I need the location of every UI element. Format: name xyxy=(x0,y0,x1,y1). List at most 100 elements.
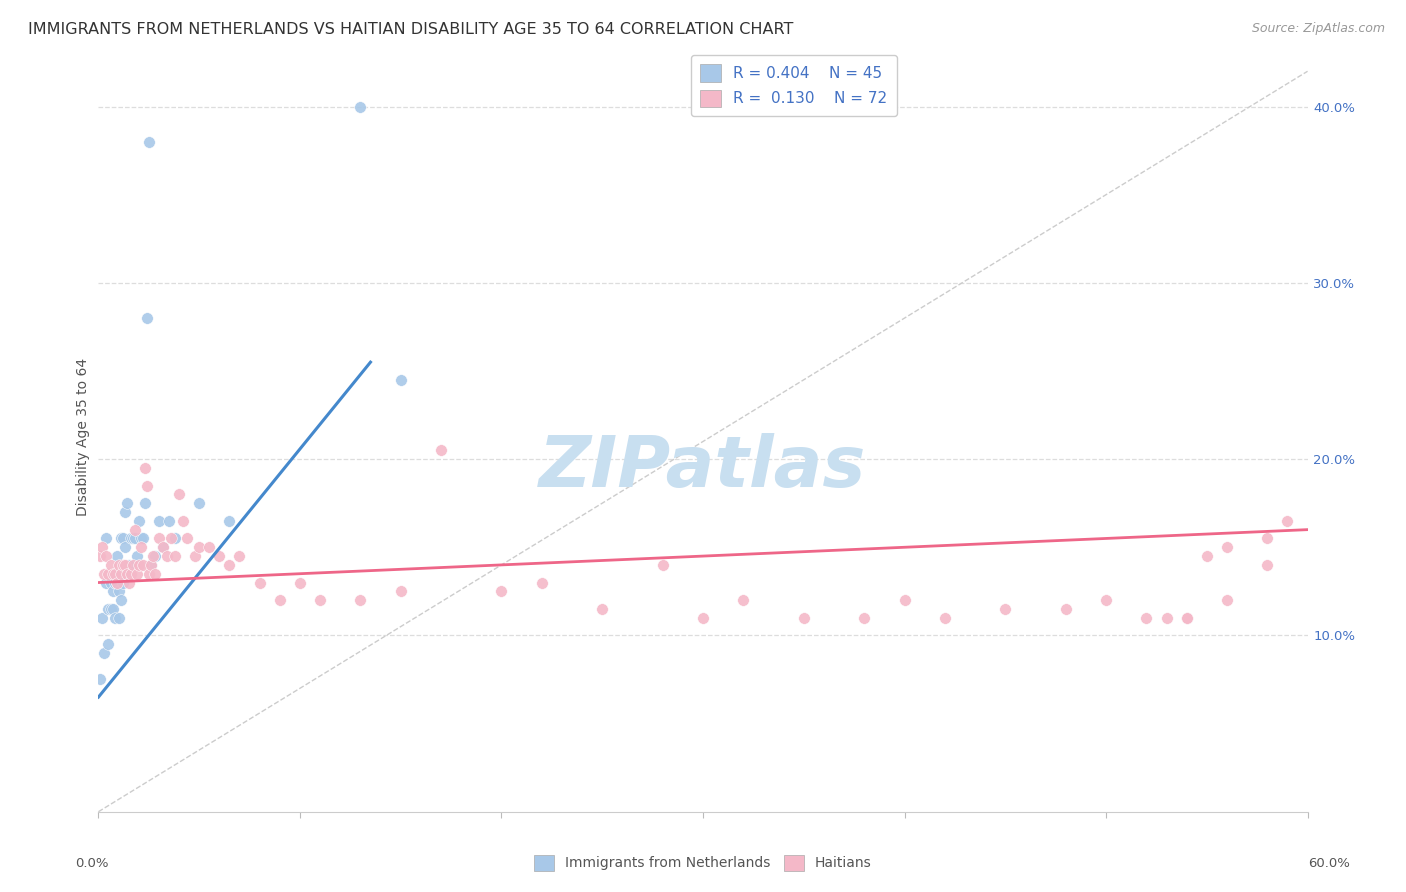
Point xyxy=(218,558,240,572)
Point xyxy=(114,541,136,555)
Point xyxy=(1216,541,1239,555)
Point xyxy=(1195,549,1218,563)
Point xyxy=(105,549,128,563)
Point xyxy=(157,514,180,528)
Point xyxy=(114,505,136,519)
Point xyxy=(101,584,124,599)
Point xyxy=(288,575,311,590)
Point xyxy=(103,566,125,581)
Point xyxy=(138,135,160,149)
Point xyxy=(124,523,146,537)
Point xyxy=(530,575,553,590)
Text: IMMIGRANTS FROM NETHERLANDS VS HAITIAN DISABILITY AGE 35 TO 64 CORRELATION CHART: IMMIGRANTS FROM NETHERLANDS VS HAITIAN D… xyxy=(28,22,793,37)
Point xyxy=(389,373,412,387)
Point xyxy=(139,558,162,572)
Point xyxy=(163,549,186,563)
Point xyxy=(91,541,114,555)
Point xyxy=(692,611,714,625)
Point xyxy=(172,514,194,528)
Point xyxy=(176,532,198,546)
Point xyxy=(249,575,271,590)
Point xyxy=(93,646,115,660)
Point xyxy=(115,496,138,510)
Point xyxy=(1135,611,1157,625)
Point xyxy=(148,514,170,528)
Point xyxy=(389,584,412,599)
Point xyxy=(142,549,165,563)
Point xyxy=(110,593,132,607)
Point xyxy=(100,575,122,590)
Point xyxy=(111,575,134,590)
Point xyxy=(1054,602,1077,616)
Point xyxy=(111,558,134,572)
Point xyxy=(143,566,166,581)
Point xyxy=(132,532,155,546)
Point xyxy=(152,541,174,555)
Point xyxy=(100,602,122,616)
Point xyxy=(121,558,143,572)
Point xyxy=(128,514,150,528)
Point xyxy=(100,558,122,572)
Point xyxy=(107,611,129,625)
Point xyxy=(349,99,371,113)
Point xyxy=(1277,514,1299,528)
Point xyxy=(124,532,146,546)
Point xyxy=(103,611,125,625)
Point xyxy=(129,532,152,546)
Point xyxy=(120,566,142,581)
Point xyxy=(101,602,124,616)
Point xyxy=(121,532,143,546)
Point xyxy=(733,593,755,607)
Point xyxy=(96,549,118,563)
Point xyxy=(188,541,211,555)
Point xyxy=(208,549,231,563)
Point xyxy=(1256,532,1278,546)
Point xyxy=(491,584,513,599)
Point xyxy=(853,611,876,625)
Point xyxy=(111,532,134,546)
Point xyxy=(118,575,141,590)
Point xyxy=(167,487,190,501)
Point xyxy=(309,593,332,607)
Legend: R = 0.404    N = 45, R =  0.130    N = 72: R = 0.404 N = 45, R = 0.130 N = 72 xyxy=(690,55,897,116)
Point xyxy=(107,584,129,599)
Point xyxy=(115,566,138,581)
Point xyxy=(97,637,120,651)
Point xyxy=(1256,558,1278,572)
Point xyxy=(89,673,111,687)
Point xyxy=(269,593,291,607)
Point xyxy=(148,532,170,546)
Point xyxy=(198,541,221,555)
Point xyxy=(893,593,915,607)
Point xyxy=(651,558,673,572)
Text: 0.0%: 0.0% xyxy=(75,857,108,870)
Point xyxy=(188,496,211,510)
Point xyxy=(118,558,141,572)
Text: Source: ZipAtlas.com: Source: ZipAtlas.com xyxy=(1251,22,1385,36)
Point xyxy=(96,575,118,590)
Legend: Immigrants from Netherlands, Haitians: Immigrants from Netherlands, Haitians xyxy=(529,849,877,876)
Point xyxy=(103,575,125,590)
Y-axis label: Disability Age 35 to 64: Disability Age 35 to 64 xyxy=(76,358,90,516)
Point xyxy=(1175,611,1198,625)
Point xyxy=(97,602,120,616)
Point xyxy=(138,566,160,581)
Point xyxy=(120,532,142,546)
Point xyxy=(163,532,186,546)
Point xyxy=(591,602,613,616)
Point xyxy=(129,541,152,555)
Point xyxy=(1095,593,1118,607)
Text: ZIPatlas: ZIPatlas xyxy=(540,433,866,501)
Point xyxy=(110,566,132,581)
Point xyxy=(134,496,156,510)
Point xyxy=(143,549,166,563)
Point xyxy=(184,549,207,563)
Point xyxy=(110,532,132,546)
Point xyxy=(135,311,157,326)
Point xyxy=(349,593,371,607)
Point xyxy=(1216,593,1239,607)
Point xyxy=(128,558,150,572)
Point xyxy=(994,602,1017,616)
Point xyxy=(1175,611,1198,625)
Point xyxy=(139,558,162,572)
